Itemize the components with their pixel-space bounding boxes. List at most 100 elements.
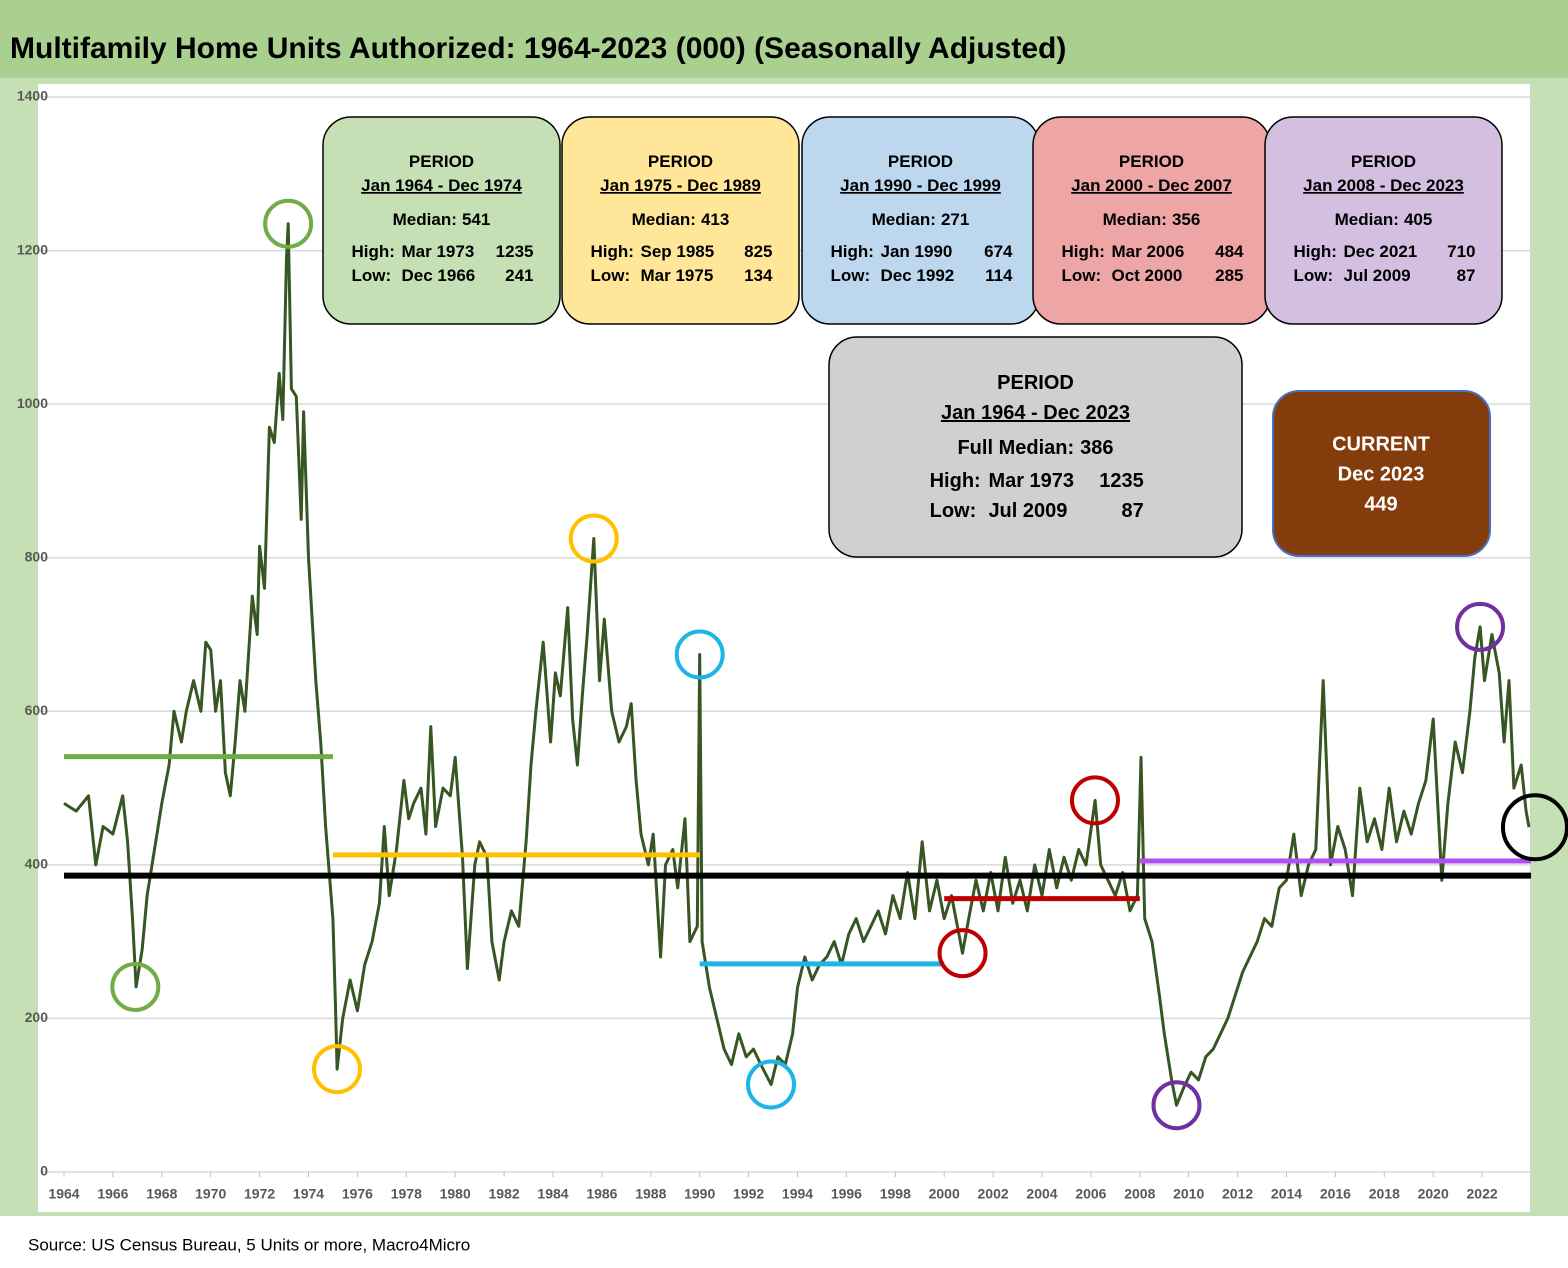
box-text: Jan 2000 - Dec 2007 xyxy=(1071,176,1232,195)
box-text: Jan 1964 - Dec 1974 xyxy=(361,176,522,195)
box-text: Jan 2008 - Dec 2023 xyxy=(1303,176,1464,195)
box-text: High: xyxy=(352,242,395,261)
box-text-part: 674 xyxy=(984,242,1013,261)
box-text-part: Low: xyxy=(1294,266,1334,285)
x-tick-label: 1976 xyxy=(342,1186,373,1202)
chart-title: Multifamily Home Units Authorized: 1964-… xyxy=(10,32,1066,65)
box-text-part: Median: xyxy=(872,210,936,229)
box-text-part: 405 xyxy=(1404,210,1432,229)
box-text: 1235 xyxy=(1099,470,1144,492)
box-text: Median: 541 xyxy=(393,210,491,229)
box-text: PERIOD xyxy=(997,372,1074,394)
box-bg xyxy=(561,116,800,325)
box-bg xyxy=(1264,116,1503,325)
box-text: Dec 2021 xyxy=(1344,242,1418,261)
box-text-part: Mar 1975 xyxy=(641,266,714,285)
box-text-part: Mar 1973 xyxy=(988,470,1074,492)
x-tick-label: 2016 xyxy=(1320,1186,1351,1202)
box-text: Mar 1973 xyxy=(988,470,1074,492)
box-text: Jan 1964 - Dec 2023 xyxy=(941,402,1130,424)
box-text-part: Dec 1992 xyxy=(881,266,955,285)
x-tick-label: 2002 xyxy=(978,1186,1009,1202)
box-text-part: 1235 xyxy=(1099,470,1144,492)
box-text-part: Dec 2021 xyxy=(1344,242,1418,261)
box-text-part: 241 xyxy=(505,266,533,285)
x-tick-label: 1984 xyxy=(537,1186,568,1202)
box-text: PERIOD xyxy=(1119,152,1184,171)
period-box xyxy=(1264,116,1503,325)
extreme-marker xyxy=(1151,1080,1202,1131)
box-text-part: Median: xyxy=(632,210,696,229)
x-tick-label: 2022 xyxy=(1467,1186,1498,1202)
box-text: 674 xyxy=(984,242,1013,261)
x-tick-label: 1988 xyxy=(635,1186,666,1202)
x-tick-label: 2012 xyxy=(1222,1186,1253,1202)
box-text-part: Median: xyxy=(1335,210,1399,229)
x-tick-label: 2004 xyxy=(1026,1186,1057,1202)
box-text-part: Jul 2009 xyxy=(1344,266,1411,285)
box-text: Mar 2006 xyxy=(1112,242,1185,261)
x-tick-label: 1998 xyxy=(880,1186,911,1202)
y-tick-label: 1400 xyxy=(17,88,48,104)
period-box xyxy=(561,116,800,325)
box-text: Jan 1975 - Dec 1989 xyxy=(600,176,761,195)
box-bg xyxy=(322,116,561,325)
x-tick-label: 1978 xyxy=(391,1186,422,1202)
extreme-marker xyxy=(674,629,725,680)
box-text: PERIOD xyxy=(648,152,713,171)
box-text-part: Oct 2000 xyxy=(1112,266,1183,285)
current-text: Dec 2023 xyxy=(1338,463,1425,485)
box-text-part: Median: xyxy=(393,210,457,229)
box-text-part: Sep 1985 xyxy=(641,242,715,261)
box-text-part: Mar 2006 xyxy=(1112,242,1185,261)
x-tick-label: 2006 xyxy=(1075,1186,1106,1202)
y-tick-label: 400 xyxy=(25,856,49,872)
box-text: Low: xyxy=(591,266,631,285)
box-bg xyxy=(828,336,1243,558)
box-text-part: Dec 1966 xyxy=(402,266,476,285)
box-text: PERIOD xyxy=(409,152,474,171)
box-text-part: PERIOD xyxy=(648,152,713,171)
x-tick-label: 1986 xyxy=(586,1186,617,1202)
box-text: Jul 2009 xyxy=(1344,266,1411,285)
box-text-part: 825 xyxy=(744,242,772,261)
box-text-part: Full Median: xyxy=(957,437,1074,459)
box-text-part: Jan 1990 xyxy=(881,242,953,261)
current-box: CURRENT Dec 2023 449 xyxy=(1272,390,1491,557)
y-tick-label: 800 xyxy=(25,548,49,564)
box-text-part: Low: xyxy=(831,266,871,285)
extreme-marker xyxy=(263,198,314,249)
box-text: High: xyxy=(831,242,874,261)
box-text: 87 xyxy=(1457,266,1476,285)
x-tick-label: 1996 xyxy=(831,1186,862,1202)
box-text: High: xyxy=(1294,242,1337,261)
current-text: CURRENT xyxy=(1332,433,1430,455)
box-text-part: PERIOD xyxy=(409,152,474,171)
x-tick-label: 1990 xyxy=(684,1186,715,1202)
box-text-part: High: xyxy=(1062,242,1105,261)
box-text: Low: xyxy=(352,266,392,285)
box-bg xyxy=(1272,390,1491,557)
box-text: PERIOD xyxy=(1351,152,1416,171)
box-text-part: High: xyxy=(1294,242,1337,261)
box-text: Jan 1990 - Dec 1999 xyxy=(840,176,1001,195)
extreme-marker xyxy=(1069,775,1120,826)
box-text-part: High: xyxy=(831,242,874,261)
extreme-marker xyxy=(568,513,619,564)
y-tick-label: 600 xyxy=(25,702,49,718)
extreme-marker xyxy=(110,961,161,1012)
x-tick-label: 1972 xyxy=(244,1186,275,1202)
box-text: High: xyxy=(930,470,981,492)
current-text: 449 xyxy=(1364,493,1397,515)
box-text: 825 xyxy=(744,242,772,261)
y-tick-label: 1200 xyxy=(17,241,48,257)
footer xyxy=(0,1216,1568,1268)
box-text-part: Jul 2009 xyxy=(988,500,1067,522)
box-text: High: xyxy=(591,242,634,261)
box-text: Median: 413 xyxy=(632,210,730,229)
period-box xyxy=(828,336,1243,558)
box-text-part: 386 xyxy=(1080,437,1113,459)
box-text-part: 271 xyxy=(941,210,969,229)
box-text-part: Jan 2008 - Dec 2023 xyxy=(1303,176,1464,195)
